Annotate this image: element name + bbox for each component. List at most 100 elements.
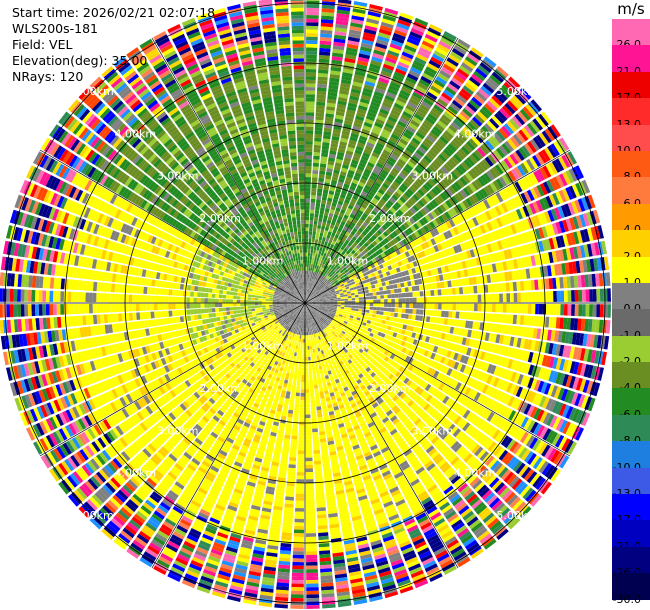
gate-cell <box>468 259 474 268</box>
gate-cell <box>306 270 309 275</box>
gate-cell <box>409 325 415 332</box>
gate-cell <box>378 135 388 143</box>
gate-cell <box>332 266 337 271</box>
gate-cell <box>319 354 323 359</box>
gate-cell <box>486 274 492 283</box>
gate-cell <box>376 260 382 266</box>
gate-cell <box>530 188 538 200</box>
gate-cell <box>402 264 408 271</box>
gate-cell <box>308 245 311 250</box>
gate-cell <box>545 398 554 411</box>
gate-cell <box>410 320 416 326</box>
gate-cell <box>408 98 420 107</box>
gate-cell <box>338 96 348 103</box>
gate-cell <box>356 317 361 321</box>
gate-cell <box>363 258 369 264</box>
gate-cell <box>316 409 322 414</box>
gate-cell <box>359 98 370 105</box>
gate-cell <box>325 223 331 228</box>
gate-cell <box>316 355 320 360</box>
gate-cell <box>322 192 328 198</box>
gate-cell <box>372 225 379 232</box>
gate-cell <box>398 185 406 193</box>
gate-cell <box>473 165 483 176</box>
gate-cell <box>393 191 401 199</box>
gate-cell <box>311 424 318 429</box>
gate-cell <box>459 223 466 232</box>
gate-cell <box>472 276 477 285</box>
gate-cell <box>323 277 327 282</box>
gate-cell <box>315 272 318 277</box>
gate-cell <box>307 298 311 301</box>
gate-cell <box>355 300 359 303</box>
gate-cell <box>530 315 535 327</box>
gate-cell <box>382 338 388 344</box>
gate-cell <box>441 303 446 310</box>
gate-cell <box>453 74 465 84</box>
gate-cell <box>466 295 471 303</box>
gate-cell <box>453 271 458 279</box>
gate-cell <box>555 402 564 415</box>
gate-cell <box>497 356 503 366</box>
gate-cell <box>386 289 391 294</box>
gate-cell <box>382 182 390 190</box>
gate-cell <box>340 294 345 298</box>
gate-cell <box>474 294 478 303</box>
gate-cell <box>488 303 493 312</box>
gate-cell <box>463 232 470 241</box>
gate-cell <box>369 310 373 314</box>
gate-cell <box>364 286 369 290</box>
gate-cell <box>366 181 373 188</box>
gate-cell <box>544 252 551 264</box>
gate-cell <box>467 329 472 338</box>
gate-cell <box>428 131 438 141</box>
gate-cell <box>337 277 342 282</box>
gate-cell <box>318 307 323 310</box>
gate-cell <box>472 217 479 227</box>
gate-cell <box>309 223 313 228</box>
gate-cell <box>346 192 353 198</box>
gate-cell <box>336 293 341 297</box>
gate-cell <box>502 293 507 303</box>
gate-cell <box>329 146 338 152</box>
gate-cell <box>305 317 307 321</box>
gate-cell <box>403 258 409 264</box>
gate-cell <box>344 179 351 186</box>
gate-cell <box>442 63 455 73</box>
gate-cell <box>352 156 360 162</box>
gate-cell <box>309 294 312 298</box>
gate-cell <box>426 283 431 290</box>
gate-cell <box>493 252 499 262</box>
gate-cell <box>553 141 564 155</box>
gate-cell <box>580 363 587 377</box>
gate-cell <box>305 259 308 264</box>
gate-cell <box>448 158 457 168</box>
gate-cell <box>340 137 349 143</box>
gate-cell <box>442 273 448 281</box>
gate-cell <box>467 121 478 132</box>
gate-cell <box>339 193 346 199</box>
gate-cell <box>320 207 325 212</box>
gate-cell <box>330 301 334 303</box>
gate-cell <box>458 278 463 287</box>
gate-cell <box>560 304 565 316</box>
gate-cell <box>412 291 417 297</box>
gate-cell <box>372 252 378 258</box>
gate-cell <box>395 68 407 76</box>
gate-cell <box>321 15 334 20</box>
gate-cell <box>462 286 467 294</box>
gate-cell <box>423 241 430 249</box>
gate-cell <box>430 269 436 276</box>
gate-cell <box>307 256 310 260</box>
gate-cell <box>473 285 478 294</box>
gate-cell <box>328 312 332 315</box>
gate-cell <box>555 175 565 188</box>
gate-cell <box>307 338 309 343</box>
gate-cell <box>440 317 445 325</box>
gate-cell <box>402 298 406 303</box>
gate-cell <box>514 360 521 371</box>
gate-cell <box>306 25 319 30</box>
gate-cell <box>393 283 398 289</box>
gate-cell <box>307 249 311 253</box>
gate-cell <box>315 304 320 306</box>
